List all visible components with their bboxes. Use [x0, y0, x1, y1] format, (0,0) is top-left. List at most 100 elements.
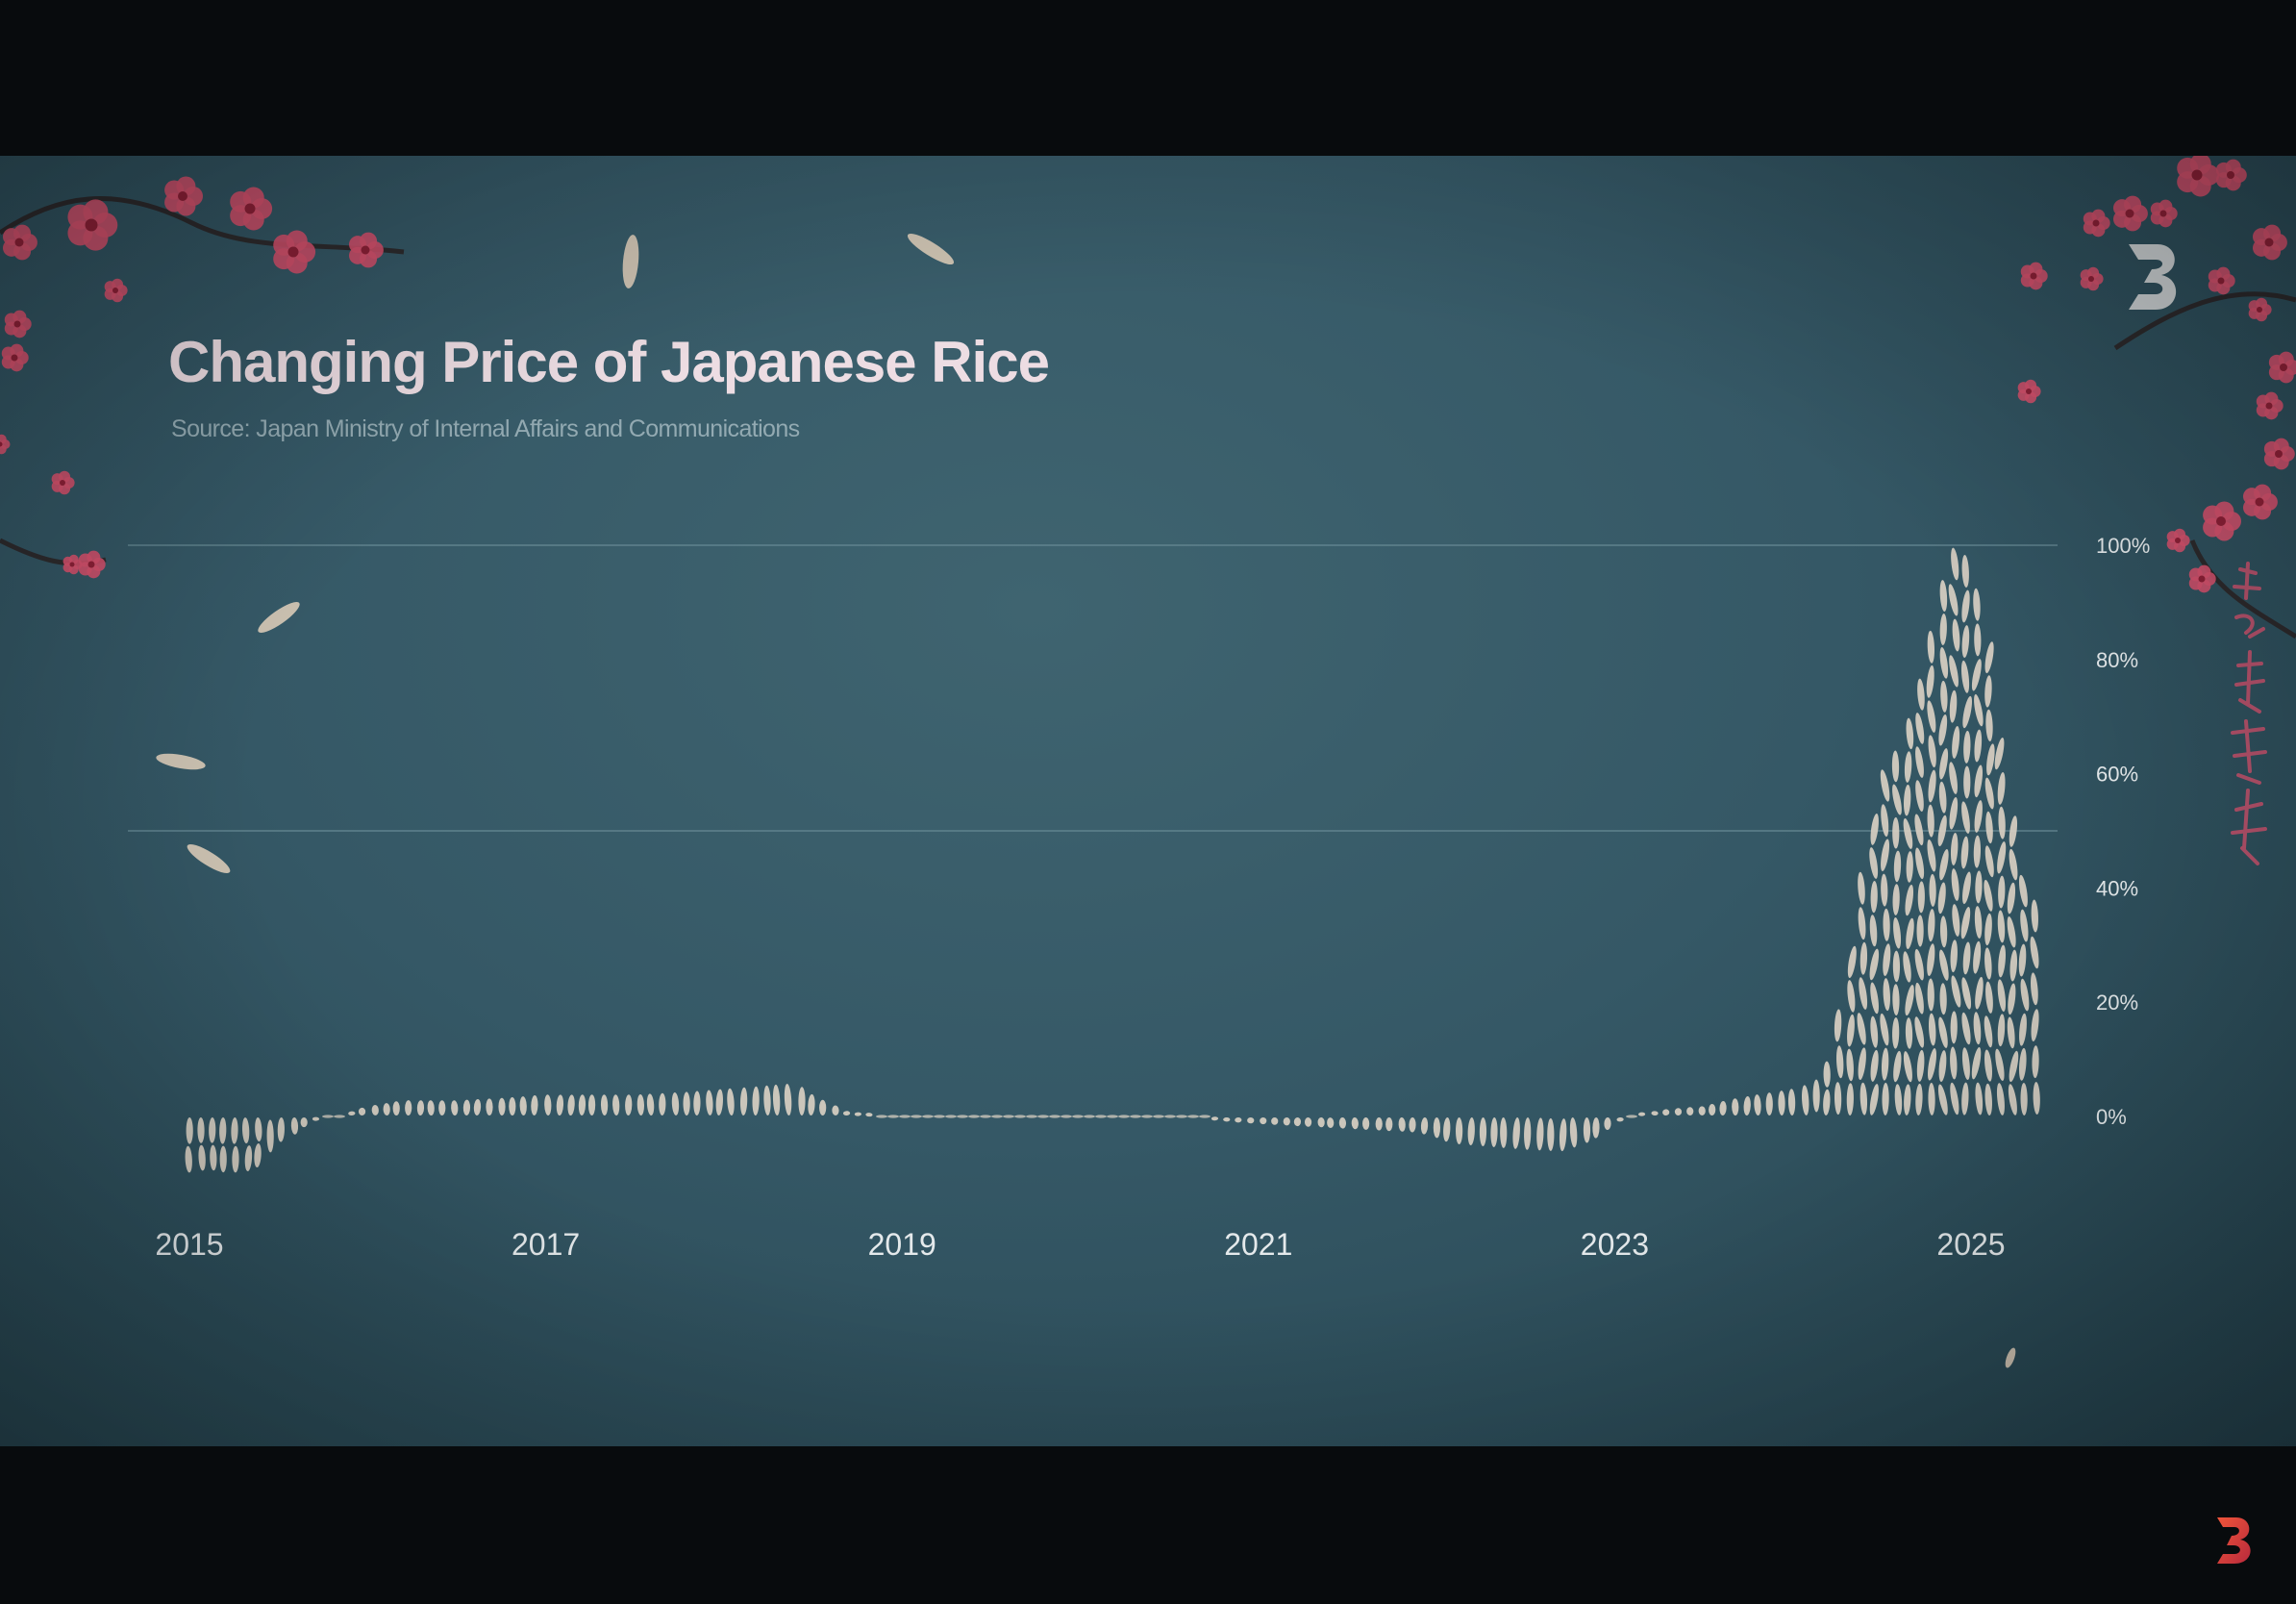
rice-grain	[244, 1145, 253, 1172]
rice-grain	[1869, 948, 1880, 981]
rice-grain	[1118, 1115, 1130, 1118]
rice-grain	[1984, 845, 1994, 878]
rice-grain	[1927, 630, 1935, 664]
rice-grain	[1928, 1048, 1937, 1081]
rice-grain	[578, 1094, 586, 1116]
rice-grain	[473, 1098, 482, 1115]
rice-grain	[1892, 1016, 1900, 1049]
rice-grain	[1812, 1079, 1820, 1113]
rice-grain	[1939, 580, 1948, 612]
rice-grain	[1962, 695, 1972, 729]
rice-grain	[1905, 985, 1914, 1016]
rice-grain	[2009, 949, 2018, 982]
rice-grain	[1500, 1117, 1508, 1148]
rice-grain	[290, 1116, 299, 1135]
x-axis-ticks: 2015 2017 2019 2021 2023 2025	[155, 1227, 2005, 1262]
stray-rice-grain	[187, 843, 231, 874]
rice-grain	[1626, 1115, 1637, 1118]
rice-grain	[1072, 1115, 1084, 1118]
rice-grain	[1130, 1115, 1141, 1118]
rice-grain	[1960, 660, 1970, 693]
rice-grain	[957, 1115, 968, 1118]
rice-grain	[1569, 1117, 1578, 1148]
rice-grain	[1443, 1117, 1451, 1142]
rice-grain	[322, 1115, 334, 1118]
cherry-blossom	[2177, 156, 2220, 197]
rice-grain	[2009, 1050, 2019, 1083]
scattered-rice-grains	[156, 234, 2016, 1368]
rice-grain	[1153, 1115, 1164, 1118]
x-tick-label: 2019	[868, 1227, 936, 1262]
rice-grain	[498, 1097, 506, 1115]
rice-grain	[1859, 977, 1868, 1010]
rice-grain	[232, 1145, 239, 1173]
rice-grain	[1974, 729, 1983, 763]
rice-grain	[1398, 1116, 1406, 1132]
rice-grain	[1061, 1115, 1072, 1118]
rice-grain	[1984, 947, 1992, 980]
rice-grain	[784, 1083, 792, 1116]
rice-grain	[209, 1116, 216, 1143]
rice-grain	[922, 1115, 934, 1118]
rice-grain	[1914, 1016, 1925, 1048]
rice-grain	[1883, 943, 1891, 977]
rice-grain	[1963, 765, 1971, 799]
rice-grain	[1938, 1016, 1948, 1048]
rice-grain	[1351, 1116, 1359, 1130]
chart-title: Changing Price of Japanese Rice	[168, 330, 1050, 394]
rice-grain	[1997, 910, 2006, 943]
rice-grain	[876, 1115, 887, 1118]
rice-grain	[1937, 882, 1946, 915]
rice-grain	[727, 1088, 735, 1116]
rice-grain	[1926, 664, 1934, 698]
rice-grain	[1880, 1013, 1889, 1046]
cherry-blossom	[2208, 266, 2235, 295]
rice-grain	[752, 1086, 760, 1116]
rice-grain	[1858, 907, 1866, 940]
rice-grain	[1951, 547, 1959, 581]
rice-grain	[1961, 801, 1970, 834]
rice-grain	[392, 1101, 400, 1116]
rice-grain	[1996, 1083, 2005, 1115]
rice-grain	[1317, 1116, 1325, 1128]
rice-grain	[899, 1115, 911, 1118]
rice-price-chart: 0%20%40%60%80%100% 2015 2017 2019 2021 2023 2…	[128, 534, 2150, 1262]
rice-grain	[519, 1096, 527, 1116]
rice-grain	[556, 1094, 564, 1116]
rice-grain	[968, 1115, 980, 1118]
rice-grain	[1950, 1011, 1958, 1044]
rice-grain	[1903, 1051, 1912, 1083]
rice-grain	[1950, 833, 1959, 865]
rice-grain	[1906, 917, 1914, 949]
rice-grain	[842, 1111, 851, 1116]
cherry-blossom	[1, 343, 29, 372]
rice-grain	[1823, 1089, 1831, 1115]
rice-grain	[1950, 1082, 1959, 1115]
rice-grain	[1385, 1116, 1393, 1132]
rice-grain	[1199, 1115, 1210, 1118]
rice-grain	[1951, 868, 1959, 901]
rice-grain	[1583, 1116, 1591, 1143]
rice-grain	[1903, 951, 1911, 983]
rice-grain	[1952, 904, 1960, 937]
rice-grain	[1375, 1117, 1383, 1131]
rice-grain	[1674, 1108, 1683, 1115]
rice-grain	[1283, 1116, 1290, 1126]
rice-grain	[1778, 1090, 1785, 1115]
rice-grain	[2009, 848, 2018, 881]
rice-grain	[277, 1116, 285, 1142]
rice-grain	[832, 1105, 839, 1115]
rice-grain	[1235, 1117, 1242, 1123]
rice-grain	[1847, 1014, 1855, 1047]
rice-grain	[531, 1095, 538, 1115]
rice-grain	[1892, 950, 1901, 983]
rice-grain	[371, 1104, 379, 1115]
rice-grain	[980, 1115, 991, 1118]
rice-grain	[934, 1115, 945, 1118]
rice-grain	[1049, 1115, 1061, 1118]
rice-grain	[636, 1093, 644, 1115]
rice-grain	[1686, 1107, 1694, 1115]
rice-grain	[1971, 659, 1982, 691]
rice-grain	[1997, 841, 2007, 874]
rice-grain	[1929, 873, 1936, 907]
